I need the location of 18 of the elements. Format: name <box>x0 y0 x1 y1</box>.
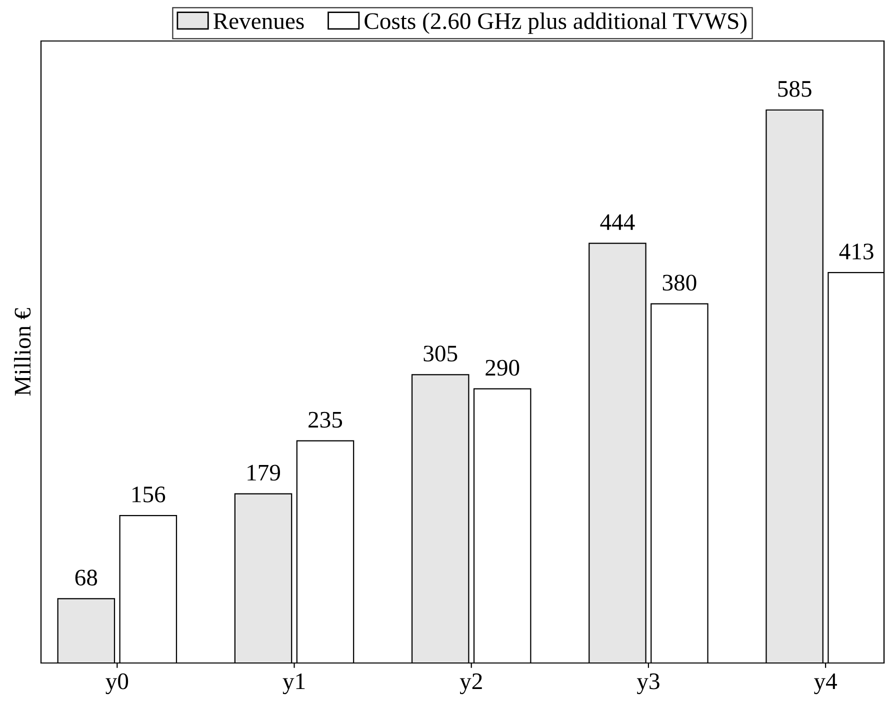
x-tick-label: y4 <box>814 673 837 694</box>
data-label: 444 <box>600 214 635 230</box>
data-label: 380 <box>662 274 696 291</box>
data-label: 156 <box>132 486 166 502</box>
y-axis-title: Million € <box>14 308 31 396</box>
data-label: 179 <box>248 464 280 481</box>
x-tick-label: y3 <box>636 673 660 694</box>
data-label: 413 <box>839 244 874 260</box>
legend-label: Revenues <box>214 13 304 30</box>
x-tick-label: y2 <box>460 673 482 694</box>
legend-label: Costs (2.60 GHz plus additional TVWS) <box>364 12 747 34</box>
data-label: 305 <box>424 346 458 362</box>
x-tick-label: y0 <box>106 673 128 694</box>
data-label: 290 <box>486 360 520 376</box>
x-tick-label: y1 <box>282 673 305 694</box>
data-label: 585 <box>778 80 812 97</box>
data-label: 68 <box>75 570 98 586</box>
data-label: 235 <box>308 412 342 428</box>
